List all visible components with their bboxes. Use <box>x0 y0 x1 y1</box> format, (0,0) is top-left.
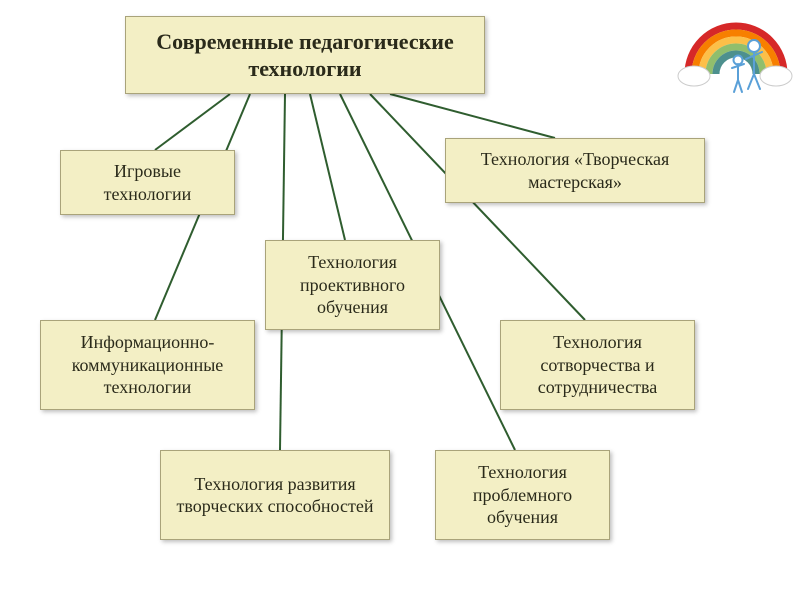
root-node: Современные педагогические технологии <box>125 16 485 94</box>
child-label: Технология проективного обучения <box>276 251 429 319</box>
child-label: Игровые технологии <box>71 160 224 205</box>
child-node-abilities: Технология развития творческих способнос… <box>160 450 390 540</box>
child-node-coop: Технология сотворчества и сотрудничества <box>500 320 695 410</box>
child-node-game: Игровые технологии <box>60 150 235 215</box>
diagram-canvas: Современные педагогические технологии Иг… <box>0 0 800 600</box>
child-node-problem: Технология проблемного обучения <box>435 450 610 540</box>
child-node-creative: Технология «Творческая мастерская» <box>445 138 705 203</box>
child-label: Технология проблемного обучения <box>446 461 599 529</box>
child-label: Технология сотворчества и сотрудничества <box>511 331 684 399</box>
child-label: Технология «Творческая мастерская» <box>456 148 694 193</box>
edge-creative <box>390 94 555 138</box>
rainbow-logo-icon <box>676 4 796 104</box>
child-label: Технология развития творческих способнос… <box>171 473 379 518</box>
edge-game <box>155 94 230 150</box>
root-label: Современные педагогические технологии <box>136 28 474 83</box>
edge-project <box>310 94 345 240</box>
child-node-project: Технология проективного обучения <box>265 240 440 330</box>
child-node-ict: Информационно-коммуникационные технологи… <box>40 320 255 410</box>
child-label: Информационно-коммуникационные технологи… <box>51 331 244 399</box>
